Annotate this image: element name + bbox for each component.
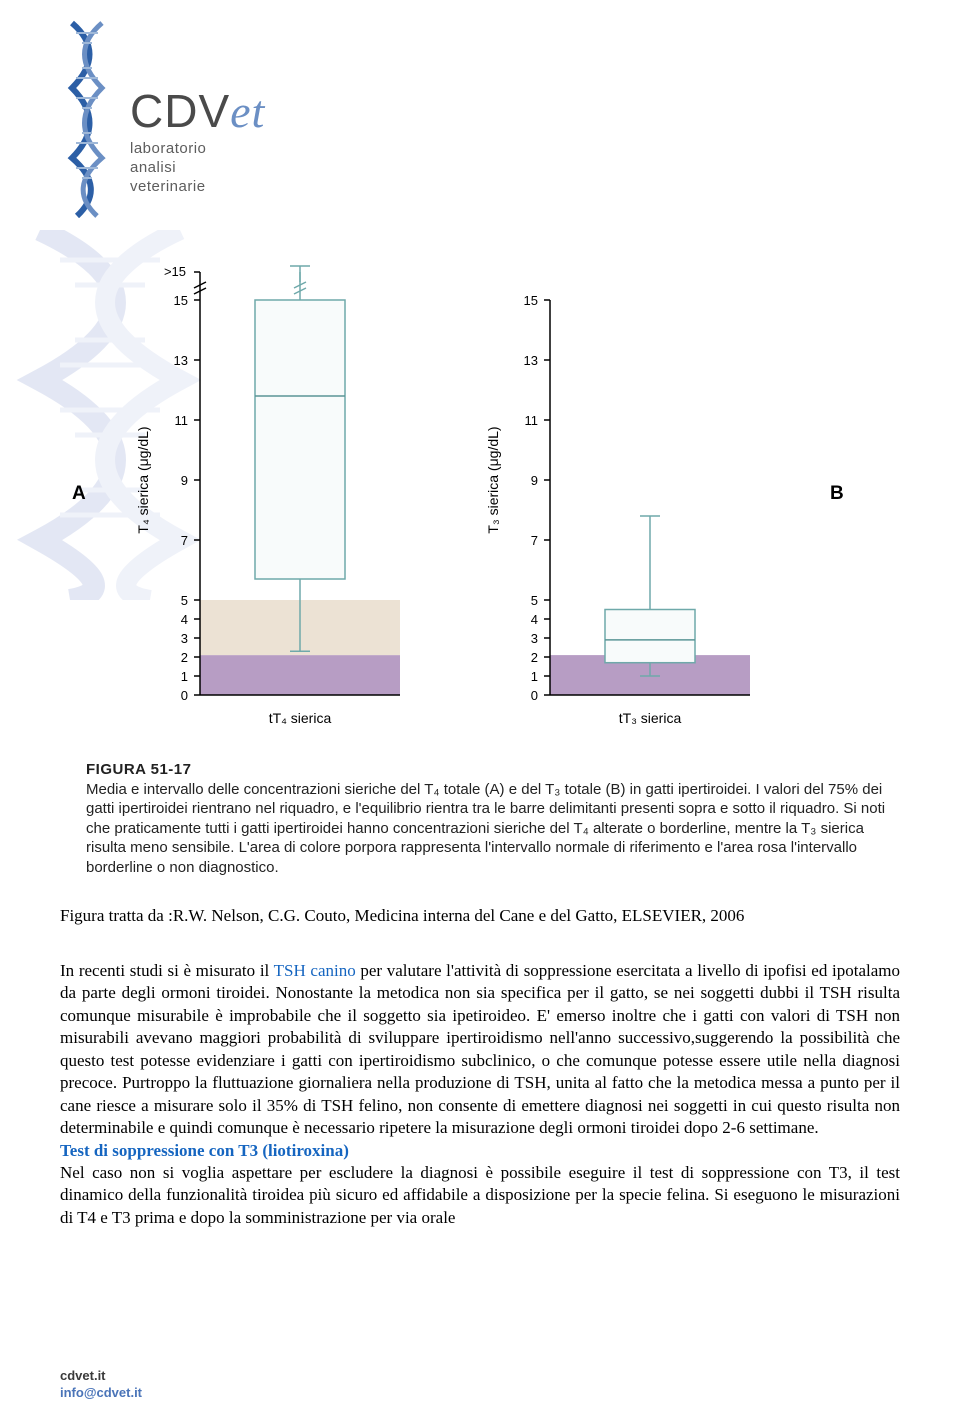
boxplot-t3: 15 13 11 9 7 5 4 3 2 1 0 T₃ sierica (μg/dL) tT₃ sier… bbox=[480, 265, 780, 735]
svg-text:4: 4 bbox=[181, 612, 188, 627]
svg-text:5: 5 bbox=[181, 593, 188, 608]
svg-text:0: 0 bbox=[531, 688, 538, 703]
svg-text:tT₄ sierica: tT₄ sierica bbox=[269, 710, 332, 726]
svg-text:4: 4 bbox=[531, 612, 538, 627]
dna-helix-icon bbox=[52, 18, 137, 218]
svg-text:15: 15 bbox=[524, 293, 538, 308]
tsh-canino-term: TSH canino bbox=[274, 961, 356, 980]
svg-text:7: 7 bbox=[181, 533, 188, 548]
svg-text:T₃ sierica (μg/dL): T₃ sierica (μg/dL) bbox=[485, 426, 501, 533]
figure-source: Figura tratta da :R.W. Nelson, C.G. Cout… bbox=[60, 905, 900, 928]
body-paragraph: In recenti studi si è misurato il TSH ca… bbox=[60, 960, 900, 1229]
figure-caption: FIGURA 51-17 Media e intervallo delle co… bbox=[86, 760, 886, 877]
svg-text:>15: >15 bbox=[164, 265, 186, 279]
svg-text:1: 1 bbox=[531, 669, 538, 684]
t3-suppression-heading: Test di soppressione con T3 (liotiroxina… bbox=[60, 1141, 349, 1160]
svg-text:1: 1 bbox=[181, 669, 188, 684]
svg-text:13: 13 bbox=[174, 353, 188, 368]
footer: cdvet.it info@cdvet.it bbox=[60, 1368, 142, 1402]
boxplot-t4: >15 15 13 11 9 7 5 4 3 2 1 0 T₄ sierica (μg/dL) tT₄ s… bbox=[130, 265, 430, 735]
svg-text:11: 11 bbox=[175, 413, 189, 428]
footer-email: info@cdvet.it bbox=[60, 1385, 142, 1400]
svg-text:5: 5 bbox=[531, 593, 538, 608]
svg-text:T₄ sierica (μg/dL): T₄ sierica (μg/dL) bbox=[135, 426, 151, 533]
logo: CDVet laboratorio analisi veterinarie bbox=[52, 18, 297, 228]
panel-a-letter: A bbox=[72, 483, 86, 505]
svg-text:9: 9 bbox=[181, 473, 188, 488]
figure-51-17: A B >1515131197543210T₄ sierica (μg/dL)t… bbox=[130, 265, 830, 745]
svg-text:7: 7 bbox=[531, 533, 538, 548]
svg-text:15: 15 bbox=[174, 293, 188, 308]
logo-subtitle: laboratorio analisi veterinarie bbox=[130, 140, 265, 196]
svg-text:13: 13 bbox=[524, 353, 538, 368]
svg-text:3: 3 bbox=[181, 631, 188, 646]
svg-text:3: 3 bbox=[531, 631, 538, 646]
svg-text:2: 2 bbox=[181, 650, 188, 665]
svg-text:11: 11 bbox=[525, 413, 539, 428]
svg-text:tT₃ sierica: tT₃ sierica bbox=[619, 710, 682, 726]
svg-text:2: 2 bbox=[531, 650, 538, 665]
svg-text:0: 0 bbox=[181, 688, 188, 703]
footer-site: cdvet.it bbox=[60, 1368, 106, 1383]
panel-b-letter: B bbox=[830, 483, 844, 505]
svg-text:9: 9 bbox=[531, 473, 538, 488]
logo-title: CDVet bbox=[130, 84, 265, 138]
